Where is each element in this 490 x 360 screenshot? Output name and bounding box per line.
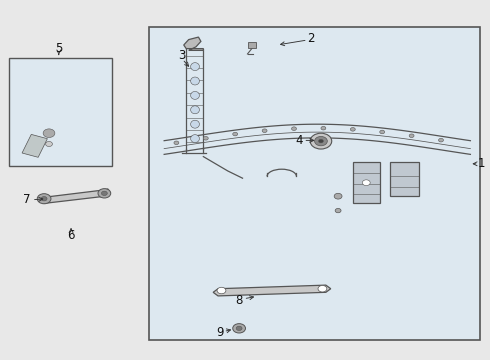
Circle shape — [439, 138, 443, 142]
Circle shape — [217, 287, 226, 294]
Text: 3: 3 — [178, 49, 186, 62]
Circle shape — [37, 194, 51, 204]
Circle shape — [174, 141, 179, 145]
Bar — [149, 27, 480, 340]
Circle shape — [335, 208, 341, 213]
Text: 2: 2 — [307, 32, 315, 45]
Polygon shape — [213, 285, 331, 296]
Ellipse shape — [191, 135, 199, 143]
Bar — [248, 42, 256, 48]
Circle shape — [380, 130, 385, 134]
Circle shape — [334, 193, 342, 199]
Ellipse shape — [191, 77, 199, 85]
Text: 6: 6 — [67, 229, 75, 242]
Text: 1: 1 — [478, 157, 486, 170]
Circle shape — [41, 197, 47, 201]
Circle shape — [321, 126, 326, 130]
Ellipse shape — [191, 91, 199, 99]
Circle shape — [46, 141, 52, 147]
Bar — [353, 162, 380, 203]
Ellipse shape — [191, 106, 199, 114]
Text: 5: 5 — [55, 42, 63, 55]
Polygon shape — [184, 37, 203, 50]
Circle shape — [43, 129, 55, 138]
Text: 8: 8 — [235, 294, 243, 307]
Circle shape — [362, 180, 370, 186]
Circle shape — [262, 129, 267, 132]
Bar — [9, 58, 112, 166]
Circle shape — [315, 136, 327, 146]
Text: 9: 9 — [216, 327, 223, 339]
Circle shape — [318, 139, 323, 143]
Circle shape — [236, 326, 242, 330]
Text: 7: 7 — [23, 193, 31, 206]
Circle shape — [233, 324, 245, 333]
Bar — [22, 134, 48, 157]
Circle shape — [101, 191, 107, 195]
Text: 4: 4 — [295, 134, 303, 147]
Circle shape — [233, 132, 238, 136]
Circle shape — [98, 189, 111, 198]
Circle shape — [292, 127, 296, 130]
Polygon shape — [42, 189, 110, 203]
Circle shape — [350, 127, 355, 131]
Circle shape — [318, 285, 327, 292]
Ellipse shape — [191, 120, 199, 128]
Circle shape — [203, 136, 208, 140]
Bar — [390, 162, 419, 196]
Circle shape — [409, 134, 414, 138]
Ellipse shape — [191, 63, 199, 71]
Circle shape — [310, 133, 332, 149]
